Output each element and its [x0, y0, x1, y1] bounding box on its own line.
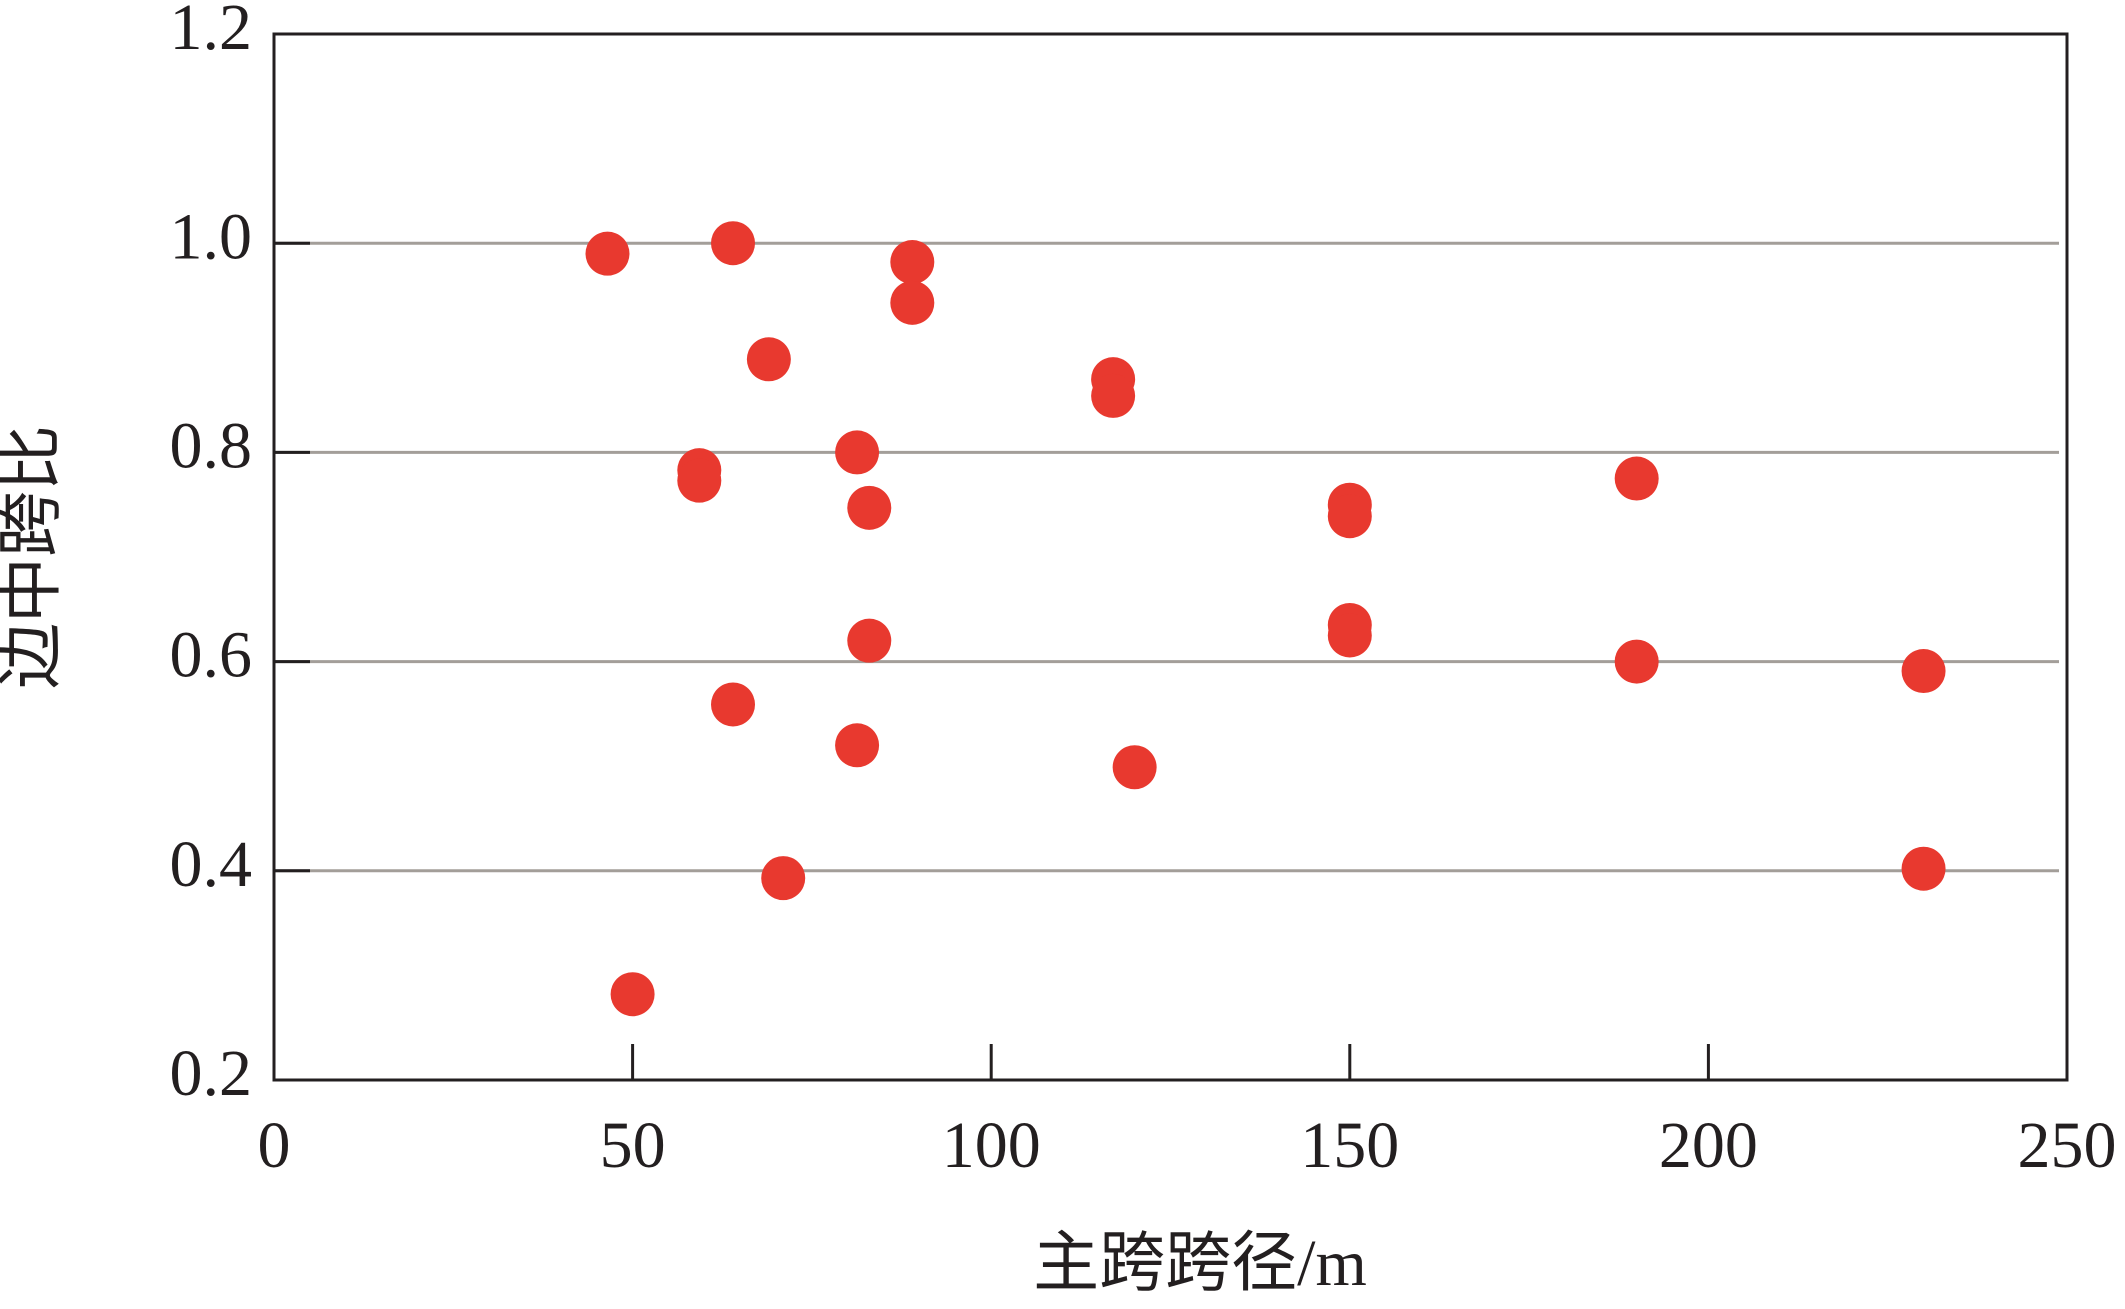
y-tick-label: 0.6	[170, 619, 253, 692]
x-tick-label: 150	[1300, 1109, 1399, 1182]
x-axis-label: 主跨跨径/m	[1033, 1227, 1367, 1300]
x-tick-label: 100	[942, 1109, 1041, 1182]
point	[1614, 639, 1659, 684]
point	[847, 485, 892, 530]
point	[835, 723, 880, 768]
point	[835, 430, 880, 475]
point	[890, 280, 935, 325]
point	[711, 221, 756, 266]
point	[847, 618, 892, 663]
y-axis-label: 边中跨比	[0, 425, 68, 689]
point	[711, 682, 756, 727]
point	[610, 972, 655, 1017]
x-tick-label: 0	[258, 1109, 291, 1182]
x-tick-label: 250	[2018, 1109, 2117, 1182]
y-tick-label: 0.2	[170, 1037, 253, 1110]
point	[1327, 613, 1372, 658]
point	[1901, 846, 1946, 891]
y-tick-label: 1.0	[170, 200, 253, 273]
point	[1614, 456, 1659, 501]
point	[1091, 373, 1136, 418]
point	[677, 458, 722, 503]
point	[1901, 649, 1946, 694]
point	[890, 240, 935, 285]
point	[585, 231, 630, 276]
x-tick-label: 200	[1659, 1109, 1758, 1182]
y-tick-label: 0.8	[170, 410, 253, 483]
y-tick-label: 1.2	[170, 0, 253, 64]
point	[746, 337, 791, 382]
point	[761, 856, 806, 901]
y-tick-label: 0.4	[170, 828, 253, 901]
plot-frame	[272, 32, 2069, 1082]
x-tick-label: 50	[600, 1109, 666, 1182]
point	[1327, 494, 1372, 539]
point	[1112, 745, 1157, 790]
